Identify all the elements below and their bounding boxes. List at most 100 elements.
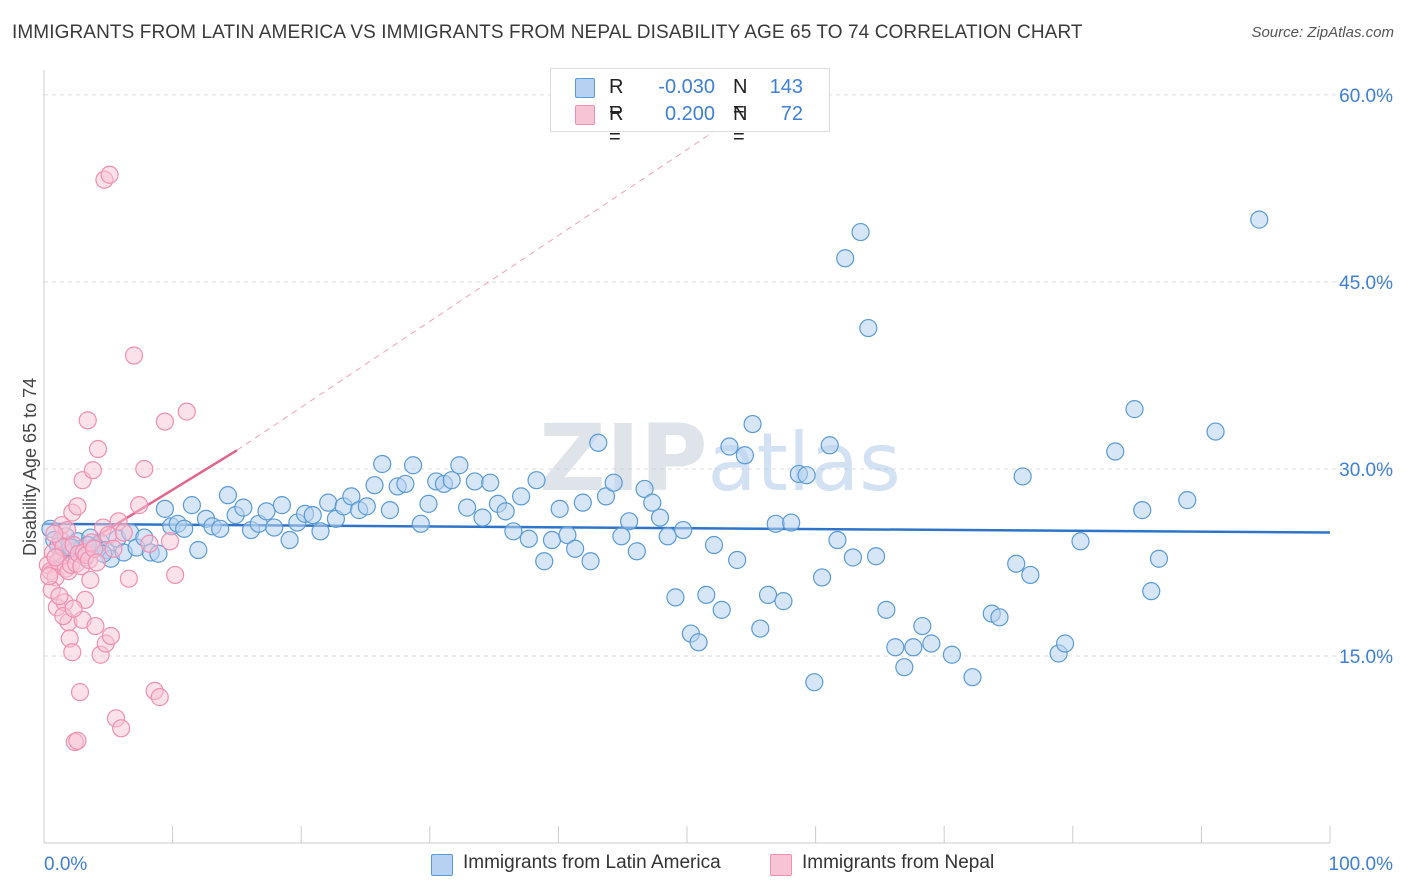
data-point-latin-america — [558, 525, 577, 545]
data-point-latin-america — [512, 487, 531, 506]
data-point-latin-america — [365, 476, 384, 495]
data-point-nepal — [112, 719, 131, 738]
data-point-latin-america — [182, 496, 201, 515]
data-point-latin-america — [1125, 400, 1144, 419]
data-point-nepal — [130, 496, 149, 515]
data-point-latin-america — [311, 522, 330, 541]
legend-label-pink: Immigrants from Nepal — [802, 852, 995, 873]
data-point-nepal — [46, 548, 65, 567]
data-point-latin-america — [782, 513, 801, 532]
data-point-latin-america — [272, 496, 292, 515]
data-point-latin-america — [550, 499, 569, 518]
data-point-nepal — [100, 165, 119, 184]
data-point-nepal — [86, 616, 105, 636]
data-point-latin-america — [319, 493, 338, 512]
data-point-latin-america — [735, 446, 754, 465]
data-point-latin-america — [155, 499, 174, 518]
data-point-latin-america — [627, 542, 646, 561]
legend-n-value: 143 — [769, 76, 803, 98]
legend-r-value: -0.030 — [658, 76, 715, 98]
data-point-latin-america — [1142, 582, 1161, 601]
legend-n-label: N = — [733, 76, 748, 121]
legend-n-label: N = — [733, 103, 748, 148]
y-tick-label: 45.0% — [1339, 273, 1393, 294]
data-point-latin-america — [566, 539, 585, 558]
chart-title: IMMIGRANTS FROM LATIN AMERICA VS IMMIGRA… — [12, 22, 1083, 43]
data-point-latin-america — [519, 529, 538, 548]
data-point-nepal — [119, 569, 138, 588]
data-point-latin-america — [877, 600, 896, 619]
y-tick-label: 30.0% — [1339, 460, 1393, 481]
tick-labels: 15.0% 30.0% 45.0% 60.0% 0.0% 100.0% — [44, 86, 1393, 875]
legend-swatch-blue — [575, 78, 595, 98]
data-point-latin-america — [859, 318, 878, 338]
data-point-nepal — [160, 532, 180, 551]
data-point-latin-america — [697, 585, 716, 604]
data-point-latin-america — [589, 433, 608, 452]
data-point-latin-america — [481, 473, 500, 492]
data-point-latin-america — [450, 456, 469, 475]
data-point-latin-america — [643, 493, 662, 512]
data-point-latin-america — [527, 471, 546, 490]
data-point-latin-america — [373, 454, 392, 474]
data-point-nepal — [68, 497, 87, 516]
trend-extension-nepal — [236, 131, 713, 451]
data-point-latin-america — [797, 466, 816, 485]
data-point-nepal — [88, 439, 108, 459]
data-point-latin-america — [766, 514, 785, 533]
data-point-latin-america — [581, 552, 600, 571]
data-point-latin-america — [758, 585, 778, 604]
data-point-latin-america — [658, 527, 677, 546]
data-point-nepal — [40, 567, 59, 586]
y-axis-label: Disability Age 65 to 74 — [20, 377, 40, 556]
data-point-latin-america — [342, 487, 361, 506]
data-point-latin-america — [720, 437, 739, 456]
data-point-latin-america — [303, 505, 322, 525]
legend-r-value: 0.200 — [664, 103, 715, 125]
data-point-nepal — [166, 565, 185, 585]
data-point-latin-america — [635, 479, 654, 499]
correlation-legend: R = -0.030 N = 143 R = 0.200 N = 72 — [550, 68, 830, 148]
data-point-latin-america — [895, 658, 914, 677]
data-point-latin-america — [836, 249, 855, 268]
data-point-latin-america — [218, 486, 237, 505]
data-point-latin-america — [828, 530, 847, 550]
data-point-latin-america — [704, 535, 724, 555]
data-point-latin-america — [596, 487, 616, 506]
data-point-nepal — [45, 524, 64, 543]
data-point-nepal — [68, 731, 87, 750]
data-point-latin-america — [1133, 501, 1152, 520]
data-point-nepal — [150, 688, 169, 707]
data-point-latin-america — [674, 520, 693, 540]
data-point-latin-america — [280, 530, 299, 550]
data-point-nepal — [87, 553, 106, 572]
data-point-nepal — [83, 461, 102, 480]
gridlines — [44, 94, 1394, 657]
data-point-latin-america — [265, 518, 284, 537]
data-point-latin-america — [573, 493, 592, 512]
data-point-latin-america — [851, 222, 870, 242]
x-tick-label: 100.0% — [1329, 854, 1394, 875]
legend-r-label: R = — [609, 103, 624, 148]
data-point-latin-america — [403, 456, 423, 475]
data-point-nepal — [63, 643, 82, 662]
data-point-latin-america — [1106, 442, 1125, 461]
data-point-nepal — [114, 523, 133, 542]
data-point-latin-america — [612, 527, 631, 546]
data-point-nepal — [101, 626, 120, 646]
data-point-latin-america — [357, 497, 376, 516]
data-point-nepal — [177, 402, 196, 421]
data-point-nepal — [104, 539, 123, 558]
data-point-latin-america — [504, 522, 523, 541]
data-point-latin-america — [1206, 422, 1225, 441]
data-point-latin-america — [728, 550, 747, 570]
data-point-latin-america — [913, 616, 932, 636]
data-point-latin-america — [620, 512, 639, 531]
data-point-nepal — [124, 346, 144, 365]
data-point-latin-america — [805, 673, 824, 692]
data-point-latin-america — [922, 634, 941, 653]
data-point-latin-america — [1013, 467, 1032, 486]
data-point-latin-america — [1178, 491, 1197, 510]
source-label: Source: ZipAtlas.com — [1251, 24, 1394, 41]
